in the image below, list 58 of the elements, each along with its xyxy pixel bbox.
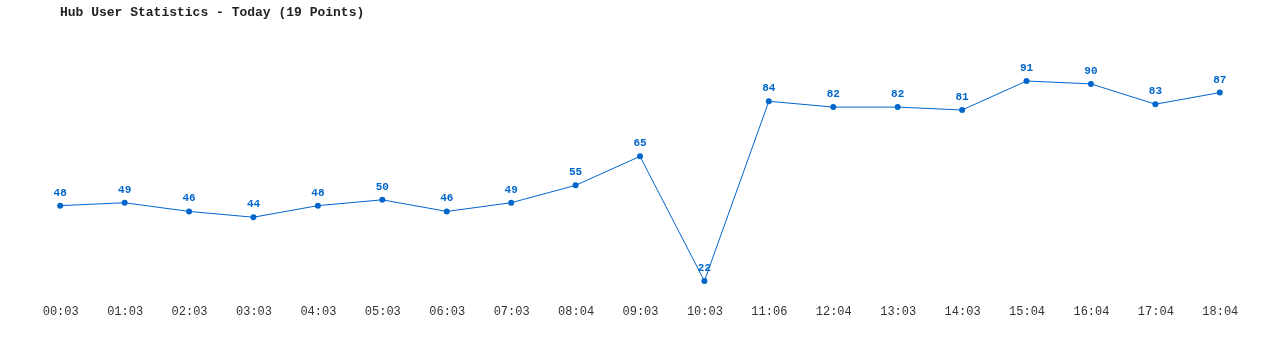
point <box>508 199 515 206</box>
data-label: 49 <box>118 183 132 196</box>
x-tick-label: 15:04 <box>1009 304 1046 319</box>
point <box>1087 80 1094 87</box>
point <box>121 199 128 206</box>
data-label: 22 <box>697 262 712 274</box>
data-label: 44 <box>246 198 261 211</box>
point <box>572 182 579 189</box>
x-tick-label: 13:03 <box>880 304 917 319</box>
point <box>250 214 257 221</box>
point <box>186 208 193 215</box>
x-tick-label: 02:03 <box>171 304 208 319</box>
data-label: 50 <box>375 180 389 193</box>
point <box>443 208 450 215</box>
data-label: 90 <box>1084 64 1098 77</box>
point <box>1152 101 1159 108</box>
data-label: 46 <box>440 192 454 205</box>
point <box>1216 89 1223 96</box>
point <box>637 153 643 160</box>
x-tick-label: 17:04 <box>1137 304 1174 319</box>
x-tick-label: 07:03 <box>493 304 530 319</box>
x-tick-label: 09:03 <box>622 304 659 319</box>
x-tick-label: 04:03 <box>300 304 337 319</box>
point <box>765 98 772 105</box>
data-label: 48 <box>53 186 68 199</box>
data-label: 82 <box>826 88 840 101</box>
point <box>314 202 321 209</box>
data-label: 48 <box>311 186 325 199</box>
point <box>894 104 901 111</box>
data-label: 46 <box>182 192 196 205</box>
point <box>57 202 64 209</box>
point <box>959 106 966 113</box>
data-label: 87 <box>1213 73 1227 86</box>
data-label: 91 <box>1019 62 1034 74</box>
x-tick-label: 05:03 <box>364 304 401 319</box>
data-label: 65 <box>633 137 647 150</box>
x-tick-label: 18:04 <box>1202 304 1239 319</box>
data-label: 49 <box>504 183 518 196</box>
point <box>701 278 708 284</box>
point <box>379 196 386 203</box>
x-tick-label: 14:03 <box>944 304 981 319</box>
data-label: 83 <box>1148 85 1163 98</box>
data-label: 55 <box>568 166 583 179</box>
x-tick-label: 11:06 <box>751 304 788 319</box>
point <box>830 104 837 111</box>
data-label: 82 <box>891 88 905 101</box>
chart-title: Hub User Statistics - Today (19 Points) <box>60 5 365 20</box>
data-label: 84 <box>762 82 776 95</box>
x-tick-label: 06:03 <box>429 304 466 319</box>
x-tick-label: 03:03 <box>235 304 272 319</box>
data-label: 81 <box>955 90 970 103</box>
point <box>1023 78 1030 84</box>
x-tick-label: 01:03 <box>107 304 144 319</box>
x-tick-label: 10:03 <box>686 304 723 319</box>
x-tick-label: 16:04 <box>1073 304 1110 319</box>
x-tick-label: 00:03 <box>42 304 79 319</box>
x-tick-label: 12:04 <box>815 304 852 319</box>
x-tick-label: 08:04 <box>558 304 595 319</box>
